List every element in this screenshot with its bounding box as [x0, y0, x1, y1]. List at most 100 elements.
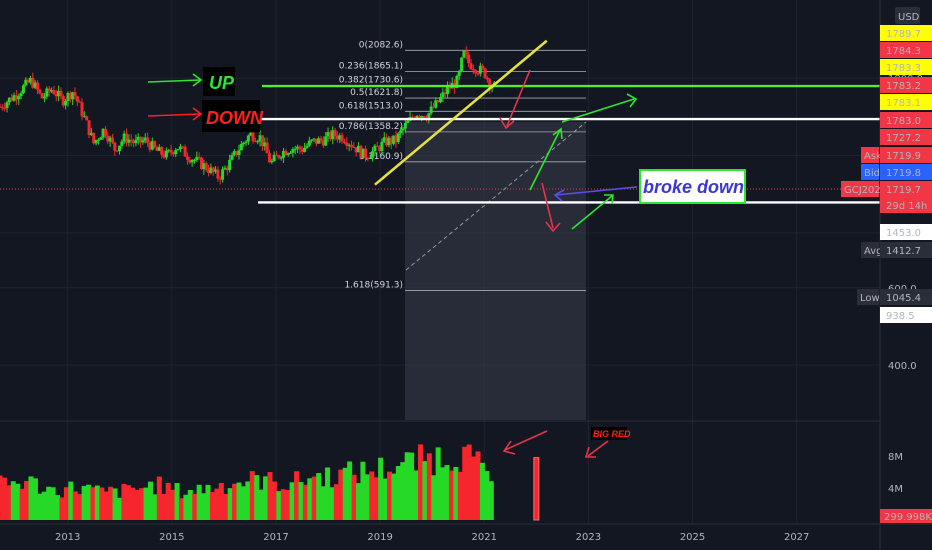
volume-bar: [143, 487, 149, 520]
price-label-badge: [880, 289, 932, 305]
volume-bars: [0, 444, 540, 521]
candle-body: [120, 141, 124, 146]
volume-bar: [307, 478, 313, 520]
candle-body: [434, 100, 438, 108]
candle-body: [101, 128, 105, 138]
price-label-badge: [880, 77, 932, 93]
candle-body: [96, 139, 100, 141]
volume-bar: [223, 493, 229, 520]
candle-body: [253, 141, 257, 143]
broke-down-box: [639, 169, 746, 204]
time-tick: 2015: [159, 532, 184, 543]
candle-body: [373, 145, 377, 152]
candle-body: [108, 137, 112, 142]
volume-bar: [360, 461, 366, 520]
volume-bar: [209, 492, 215, 520]
candle-body: [211, 167, 215, 172]
candle-body: [24, 79, 28, 86]
candle-body: [197, 156, 201, 158]
price-label-text: 1453.0: [886, 228, 921, 239]
price-candles: [0, 46, 496, 185]
candle-body: [274, 154, 278, 156]
candle-body: [265, 142, 269, 154]
volume-bar: [267, 472, 273, 520]
price-label-badge: [880, 42, 932, 58]
volume-axis-ticks: 8M 4M: [888, 452, 903, 495]
candle-body: [195, 156, 199, 160]
candle-body: [181, 146, 185, 148]
candle-body: [10, 97, 14, 101]
volume-bar: [147, 481, 153, 520]
volume-bar: [77, 494, 83, 520]
time-tick: 2025: [680, 532, 705, 543]
broke-down-text: broke down: [643, 177, 744, 197]
candle-body: [422, 116, 426, 119]
candle-body: [359, 145, 363, 158]
candle-body: [106, 135, 110, 142]
candle-body: [75, 96, 79, 102]
volume-bar: [112, 488, 118, 520]
volume-bar: [165, 482, 171, 520]
price-label-badge: [880, 129, 932, 145]
candle-body: [50, 90, 54, 92]
fib-label: 0.786(1358.2): [339, 122, 403, 132]
candle-body: [92, 132, 96, 144]
time-axis[interactable]: 2013 2015 2017 2019 2021 2023 2025 2027: [55, 532, 809, 543]
candle-body: [399, 130, 403, 134]
candle-body: [293, 148, 297, 150]
candle-body: [396, 133, 400, 142]
volume-bar: [125, 485, 131, 520]
candle-body: [331, 130, 335, 140]
axis-title-text: Avg: [864, 246, 883, 257]
price-label-badge: [880, 242, 932, 258]
volume-bar: [426, 453, 432, 520]
axis-title-badge: [841, 181, 879, 197]
volume-bar: [205, 484, 211, 520]
candle-body: [340, 135, 344, 142]
candle-body: [5, 102, 9, 108]
volume-bar: [431, 475, 437, 520]
currency-badge[interactable]: [895, 7, 920, 24]
volume-bar: [395, 466, 401, 520]
support-trendline[interactable]: [374, 39, 548, 186]
candle-body: [157, 147, 161, 151]
price-tick: 400.0: [888, 361, 917, 372]
candle-body: [270, 160, 274, 163]
candle-body: [127, 139, 131, 143]
volume-bar: [240, 486, 246, 520]
candle-body: [441, 92, 445, 98]
candle-body: [232, 151, 236, 156]
volume-bar: [271, 481, 277, 520]
volume-bar: [422, 461, 428, 520]
volume-bar: [294, 471, 300, 520]
candle-body: [366, 158, 370, 160]
price-label-text: 1784.3: [886, 46, 921, 57]
legend-down-box: [202, 100, 260, 132]
volume-bar: [196, 484, 202, 520]
horizontal-levels[interactable]: [252, 84, 880, 204]
candle-body: [427, 113, 431, 121]
big-red-arrow: [584, 440, 609, 458]
axis-title-badge: [861, 147, 879, 163]
candle-body: [260, 135, 264, 147]
volume-bar: [382, 478, 388, 520]
candle-body: [251, 132, 255, 142]
candle-body: [296, 146, 300, 149]
candle-body: [136, 136, 140, 140]
price-label-badge: [880, 59, 932, 75]
candle-body: [153, 141, 157, 148]
volume-bar: [342, 467, 348, 520]
volume-tick: 8M: [888, 452, 903, 463]
candle-body: [354, 147, 358, 153]
volume-bar: [174, 483, 180, 520]
fib-label: 0.236(1865.1): [339, 61, 403, 71]
candle-body: [64, 101, 68, 106]
candle-body: [429, 106, 433, 114]
candle-body: [216, 169, 220, 179]
axis-title-text: Low: [860, 293, 880, 304]
candle-body: [403, 123, 407, 129]
volume-bar: [41, 491, 47, 520]
candle-body: [324, 136, 328, 146]
volume-bar: [347, 461, 353, 520]
